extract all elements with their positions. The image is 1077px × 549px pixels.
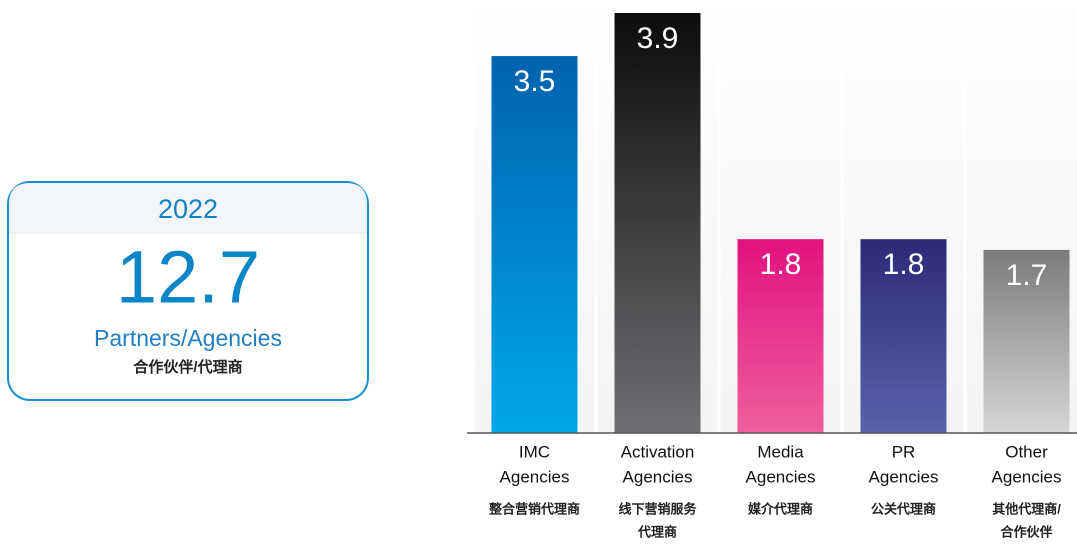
bar: [615, 13, 701, 433]
x-tick-label: Other: [1005, 442, 1048, 461]
x-tick-label: PR: [892, 442, 916, 461]
x-tick-label: Agencies: [992, 467, 1062, 486]
value-label: 3.9: [637, 22, 679, 55]
value-label: 1.7: [1006, 259, 1048, 292]
x-tick-sublabel: 整合营销代理商: [488, 501, 580, 516]
x-tick-label: Agencies: [869, 467, 939, 486]
x-tick-label: Agencies: [746, 467, 816, 486]
summary-total: 12.7: [116, 236, 260, 319]
value-label: 1.8: [760, 248, 802, 281]
x-tick-sublabel: 其他代理商/: [992, 501, 1061, 516]
x-tick-sublabel: 公关代理商: [871, 501, 936, 516]
value-label: 1.8: [883, 248, 925, 281]
summary-year: 2022: [158, 194, 218, 224]
x-tick-sublabel: 媒介代理商: [748, 501, 813, 516]
summary-sublabel: 合作伙伴/代理商: [132, 358, 242, 376]
x-tick-label: Media: [757, 442, 804, 461]
value-label: 3.5: [514, 65, 556, 98]
x-tick-sublabel: 代理商: [637, 524, 677, 539]
plot: 3.5 IMC Agencies 整合营销代理商 3.9 Activation Agenci…: [475, 0, 1077, 539]
x-tick-label: Activation: [621, 442, 695, 461]
x-tick-label: IMC: [519, 442, 550, 461]
x-tick-label: Agencies: [623, 467, 693, 486]
x-tick-sublabel: 合作伙伴: [1000, 524, 1052, 539]
x-tick-label: Agencies: [500, 467, 570, 486]
summary-label: Partners/Agencies: [94, 325, 282, 351]
bar: [492, 56, 578, 433]
x-tick-sublabel: 线下营销服务: [618, 501, 697, 516]
